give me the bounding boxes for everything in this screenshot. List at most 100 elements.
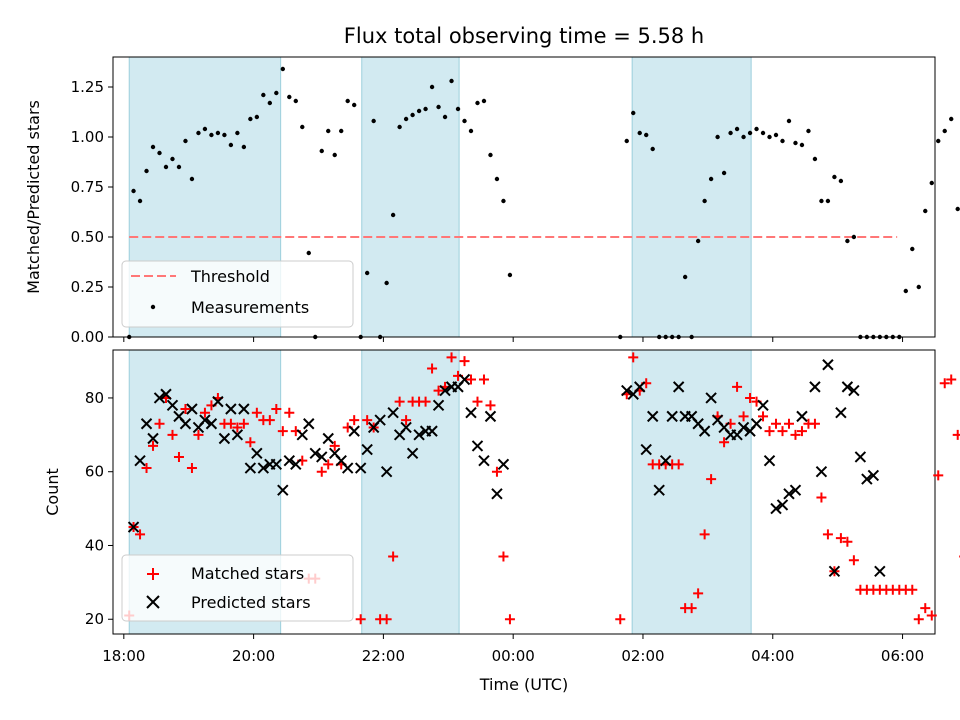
matched-star-point <box>822 529 833 540</box>
matched-star-point <box>277 426 288 437</box>
matched-star-point <box>433 385 444 396</box>
predicted-star-point <box>257 462 270 474</box>
predicted-star-point <box>199 414 211 426</box>
measurement-point <box>215 130 221 136</box>
measurement-point <box>423 106 428 112</box>
measurement-point <box>773 132 779 138</box>
top-shaded-interval <box>361 56 460 338</box>
predicted-star-point <box>140 418 153 430</box>
measurement-point <box>170 156 175 162</box>
matched-star-point <box>349 415 360 426</box>
matched-star-point <box>362 415 373 426</box>
predicted-star-point <box>783 488 795 500</box>
measurement-point <box>721 170 727 176</box>
predicted-legend-marker <box>146 595 160 609</box>
x-tick-label: 18:00 <box>102 647 145 665</box>
measurement-point <box>916 284 921 290</box>
predicted-star-point <box>861 473 873 485</box>
measurement-point <box>877 334 883 340</box>
bottom-y-tick-label: 80 <box>85 389 104 407</box>
predicted-star-point <box>634 381 646 393</box>
measurement-point <box>137 198 143 204</box>
predicted-star-point <box>621 384 633 397</box>
measurement-point <box>507 272 513 278</box>
matched-star-point <box>323 459 334 470</box>
predicted-star-point <box>653 484 665 496</box>
matched-star-point <box>199 407 210 418</box>
top-y-tick-label: 1.00 <box>71 128 104 146</box>
measurement-point <box>157 150 162 156</box>
x-tick-label: 02:00 <box>621 647 664 665</box>
measurement-point <box>436 104 441 110</box>
measurement-point <box>760 130 766 136</box>
bottom-y-axis-label: Count <box>43 468 62 516</box>
measurement-point <box>416 108 422 114</box>
matched-star-point <box>848 555 859 566</box>
measurement-point <box>702 198 707 204</box>
matched-star-point <box>699 529 710 540</box>
matched-star-point <box>394 396 405 407</box>
measurement-point <box>864 334 870 340</box>
predicted-legend-label: Predicted stars <box>191 593 311 612</box>
predicted-star-point <box>348 425 360 437</box>
matched-star-point <box>238 418 249 429</box>
measurement-point <box>429 84 435 90</box>
x-tick-label: 20:00 <box>232 647 275 665</box>
predicted-star-point <box>848 384 860 397</box>
matched-star-point <box>141 463 152 474</box>
measurement-point <box>747 130 753 136</box>
matched-star-point <box>926 610 937 621</box>
measurement-point <box>637 130 642 136</box>
measurement-point <box>838 178 844 184</box>
top-y-tick-label: 0.75 <box>71 178 104 196</box>
measurement-point <box>306 250 311 256</box>
matched-legend-label: Matched stars <box>191 564 304 583</box>
matched-star-point <box>316 466 327 477</box>
top-y-tick-label: 0.00 <box>71 328 104 346</box>
predicted-star-point <box>647 410 659 423</box>
bottom-shaded-interval <box>361 349 460 635</box>
predicted-star-point <box>316 451 328 463</box>
predicted-star-point <box>815 466 828 478</box>
measurement-point <box>313 334 318 340</box>
predicted-star-point <box>354 462 367 474</box>
matched-star-point <box>167 429 178 440</box>
predicted-star-point <box>835 406 847 419</box>
measurement-point <box>806 128 811 134</box>
measurement-point <box>903 288 908 294</box>
matched-star-point <box>732 381 743 392</box>
measurement-point <box>228 142 234 148</box>
measurement-point <box>397 124 402 130</box>
predicted-star-point <box>705 392 717 404</box>
predicted-star-point <box>789 484 802 496</box>
matched-star-point <box>264 415 275 426</box>
measurement-point <box>202 126 208 132</box>
measurement-point <box>923 208 928 214</box>
predicted-star-point <box>465 406 477 419</box>
top-y-tick-label: 0.50 <box>71 228 104 246</box>
measurement-point <box>481 98 487 104</box>
measurement-point <box>377 334 383 340</box>
predicted-star-point <box>737 421 750 434</box>
measurement-point <box>475 100 480 106</box>
matched-star-point <box>420 396 431 407</box>
predicted-star-point <box>874 565 886 578</box>
matched-star-point <box>758 411 769 422</box>
predicted-star-point <box>147 432 159 445</box>
measurement-point <box>261 92 266 98</box>
predicted-star-point <box>471 440 484 452</box>
matched-star-point <box>719 437 730 448</box>
predicted-star-point <box>218 432 231 445</box>
measurement-point <box>384 280 389 286</box>
measurement-point <box>462 118 467 124</box>
measurement-point <box>183 138 188 144</box>
measurement-point <box>449 78 454 84</box>
measurement-point <box>339 128 344 134</box>
measurement-point <box>293 98 298 104</box>
predicted-star-point <box>439 384 451 397</box>
predicted-star-point <box>134 454 146 467</box>
matched-star-point <box>148 440 159 451</box>
measurement-point <box>150 144 156 150</box>
predicted-star-point <box>160 388 172 400</box>
measurement-point <box>488 152 493 158</box>
